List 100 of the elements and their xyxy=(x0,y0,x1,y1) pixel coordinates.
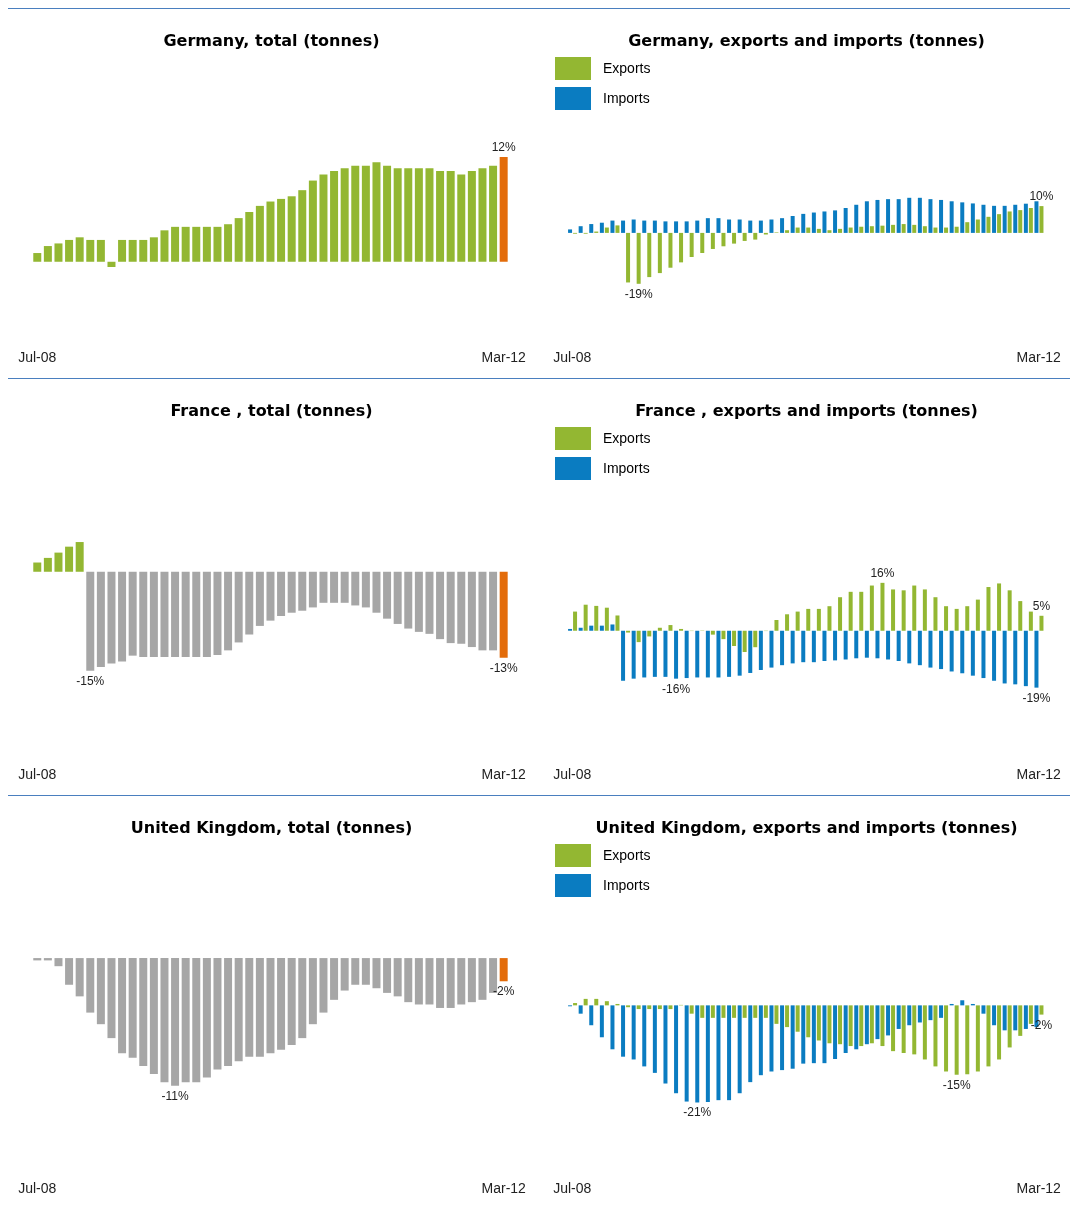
bar xyxy=(986,216,991,233)
bar xyxy=(319,174,328,262)
bar xyxy=(1013,1005,1018,1031)
bar xyxy=(393,168,402,262)
bar xyxy=(599,1005,604,1038)
bar xyxy=(647,232,652,278)
bar xyxy=(843,207,848,233)
bar xyxy=(864,201,869,233)
x-tick-label: Jul-08 xyxy=(18,765,57,782)
bar xyxy=(939,1005,944,1018)
bar xyxy=(880,582,885,631)
bar xyxy=(589,224,594,233)
bar xyxy=(1002,205,1007,233)
bar xyxy=(149,571,158,657)
bar xyxy=(684,630,689,679)
bar xyxy=(192,571,201,657)
bar xyxy=(631,630,636,679)
bar xyxy=(710,1005,715,1018)
bar xyxy=(674,630,679,679)
bar xyxy=(351,165,360,262)
bar xyxy=(1002,630,1007,684)
bar xyxy=(1013,630,1018,685)
bar xyxy=(954,226,959,233)
bar xyxy=(621,220,626,233)
bar xyxy=(827,1005,832,1044)
bar xyxy=(912,1005,917,1055)
bar xyxy=(886,199,891,233)
bar xyxy=(287,196,296,262)
bar xyxy=(705,218,710,233)
bar xyxy=(298,190,307,262)
bar xyxy=(139,571,148,657)
x-tick-label: Jul-08 xyxy=(553,1179,592,1196)
bar xyxy=(970,203,975,233)
bar xyxy=(1023,203,1028,233)
bar xyxy=(864,630,869,658)
bar xyxy=(610,624,615,631)
bar xyxy=(621,1005,626,1057)
bar xyxy=(615,225,620,233)
bar xyxy=(774,1005,779,1024)
bar xyxy=(801,1005,806,1064)
bar xyxy=(139,239,148,262)
bar xyxy=(891,224,896,233)
bar xyxy=(780,630,785,666)
bar xyxy=(949,201,954,233)
bar xyxy=(425,168,434,262)
bar xyxy=(854,204,859,233)
bar xyxy=(33,562,42,572)
bar xyxy=(875,1005,880,1040)
bar xyxy=(806,1005,811,1038)
x-tick-label: Jul-08 xyxy=(18,1179,57,1196)
bar xyxy=(96,239,105,262)
bar xyxy=(854,1005,859,1050)
bar xyxy=(308,180,317,262)
bar xyxy=(753,232,758,240)
bar xyxy=(928,1005,933,1021)
bar xyxy=(816,608,821,631)
bar xyxy=(992,205,997,233)
bar xyxy=(785,230,790,233)
legend-label: Exports xyxy=(603,430,651,446)
bar xyxy=(780,1005,785,1071)
chart-title: France , total (tonnes) xyxy=(169,401,374,420)
data-label: -16% xyxy=(662,681,691,696)
bar xyxy=(838,1005,843,1045)
bar xyxy=(298,571,307,611)
bar xyxy=(901,224,906,233)
bar xyxy=(933,597,938,631)
bar xyxy=(758,1005,763,1076)
bar xyxy=(944,606,949,631)
bar xyxy=(604,1001,609,1006)
bar xyxy=(769,1005,774,1072)
bar xyxy=(1018,601,1023,631)
bar xyxy=(1023,1005,1028,1029)
bar xyxy=(827,230,832,233)
bar xyxy=(816,1005,821,1041)
bar xyxy=(753,630,758,648)
bar xyxy=(594,998,599,1006)
bar xyxy=(848,591,853,631)
bar xyxy=(663,630,668,677)
bar xyxy=(854,630,859,659)
bar xyxy=(869,585,874,631)
bar xyxy=(1007,590,1012,631)
bar xyxy=(769,219,774,233)
bar xyxy=(965,606,970,631)
bar xyxy=(255,205,264,262)
bar xyxy=(599,222,604,233)
bar xyxy=(33,253,42,262)
bar xyxy=(880,225,885,233)
bar xyxy=(54,243,63,262)
chart-title: Germany, total (tonnes) xyxy=(162,31,381,50)
bar xyxy=(727,1005,732,1101)
bar xyxy=(705,630,710,678)
bar xyxy=(869,226,874,233)
bar xyxy=(960,630,965,674)
bar xyxy=(171,226,180,262)
bar xyxy=(118,571,127,662)
bar xyxy=(939,199,944,233)
bar xyxy=(886,1005,891,1036)
bar xyxy=(65,546,74,572)
bar xyxy=(960,1000,965,1006)
bar xyxy=(859,1005,864,1047)
